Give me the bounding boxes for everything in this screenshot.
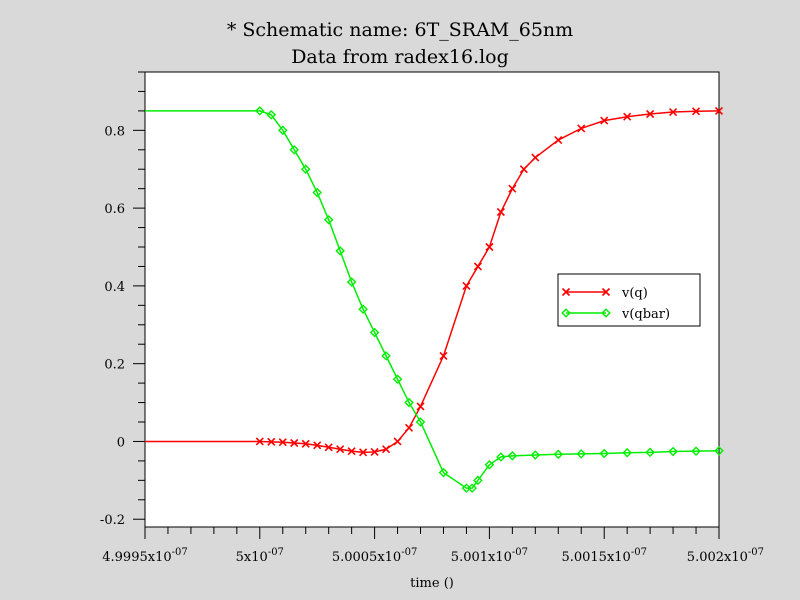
x-tick-label: 4.9995x10-07 [102,547,187,565]
data-point [438,467,449,478]
y-tick-label: -0.2 [100,513,125,528]
x-tick-label: 5.0015x10-07 [561,547,646,565]
x-axis-minor-ticks [167,527,697,534]
data-point [255,437,264,446]
y-tick-label: 0 [117,435,125,450]
data-point [324,443,333,452]
data-point [507,451,518,461]
data-point [645,447,655,458]
data-point [669,107,678,117]
data-point [577,124,586,133]
data-point [622,447,632,458]
data-point [289,144,300,155]
y-tick-label: 0.8 [104,124,125,139]
data-point [508,184,517,193]
data-point [646,109,655,119]
legend-item: v(q) [561,286,648,301]
data-point [369,327,380,338]
data-point [600,116,609,125]
data-point [312,187,322,198]
legend-item: v(qbar) [561,307,670,322]
data-point [370,447,379,457]
legend-marker [561,308,571,318]
data-point [484,459,495,470]
data-point [381,351,391,361]
data-point [382,445,391,454]
data-point [323,214,334,225]
legend-marker [561,287,571,297]
y-tick-label: 0.2 [104,358,125,373]
data-point [255,106,265,116]
data-point [335,246,345,256]
data-point [267,437,276,446]
x-tick-label: 5.0005x10-07 [332,547,417,565]
data-point [462,281,471,290]
data-point [576,449,587,459]
series-layer [145,106,724,493]
data-point [416,402,425,411]
data-point [358,304,368,315]
data-point [554,135,563,145]
chart-subtitle: Data from radex16.log [291,46,509,68]
data-point [359,448,368,457]
series-line [145,110,720,454]
data-point [553,449,564,460]
data-point [714,106,724,115]
data-point [313,441,322,450]
legend-label: v(qbar) [621,307,670,322]
legend-label: v(q) [621,286,648,301]
data-point [473,475,483,486]
x-tick-label: 5x10-07 [236,547,284,565]
data-point [485,242,494,252]
data-point [415,417,426,427]
y-tick-label: 0.6 [104,202,125,217]
data-point [346,277,357,287]
chart-title: * Schematic name: 6T_SRAM_65nm [227,19,573,41]
data-point [691,446,701,456]
data-point [393,437,402,446]
legend-box [557,273,701,327]
legend-marker [601,308,611,318]
data-point [519,165,528,174]
data-point [392,374,403,385]
data-point [714,445,724,456]
series-vqbar [145,106,724,493]
data-point [599,448,609,459]
x-tick-label: 5.002x10-07 [687,547,764,565]
data-point [277,125,288,136]
y-axis-minor-ticks [138,71,145,501]
data-point [530,450,541,460]
data-point [691,107,701,116]
data-point [301,439,310,448]
data-point [496,452,506,462]
data-point [336,445,345,454]
y-tick-label: 0.4 [104,280,125,295]
data-point [404,423,414,432]
legend: v(q) v(qbar) [557,273,701,327]
data-point [439,351,448,360]
series-vq [145,106,724,457]
data-point [278,438,287,447]
data-point [404,397,414,408]
y-axis-ticks: -0.2 0 0.2 0.4 0.6 0.8 [100,124,145,528]
data-point [300,164,311,175]
data-point [496,207,505,217]
x-axis-ticks: 4.9995x10-07 5x10-07 5.0005x10-07 5.001x10-… [102,527,764,565]
data-point [467,483,477,493]
data-point [668,446,678,457]
data-point [347,447,356,456]
data-point [290,438,299,448]
data-point [531,153,540,162]
data-point [266,109,277,120]
x-axis-label: time () [410,576,454,591]
data-point [473,262,482,271]
data-point [623,112,632,121]
legend-marker [601,287,611,297]
x-tick-label: 5.001x10-07 [451,547,528,565]
